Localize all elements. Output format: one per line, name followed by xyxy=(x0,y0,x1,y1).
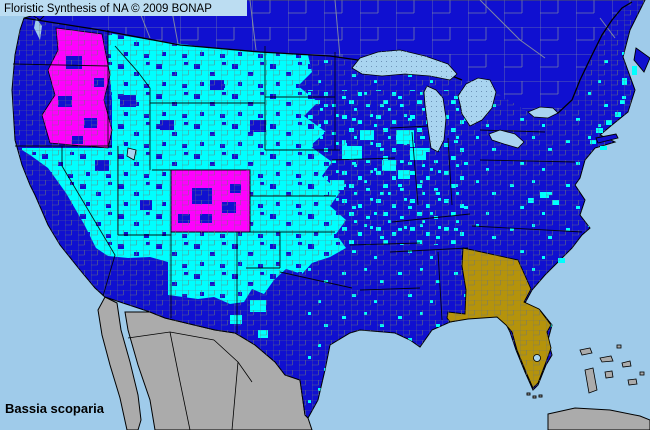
florida-key xyxy=(538,394,543,398)
title-bar-background xyxy=(0,0,247,16)
great-salt-lake xyxy=(126,147,137,161)
lake-stipple-overlay xyxy=(424,86,446,152)
county-patch xyxy=(600,146,607,150)
great-lakes xyxy=(126,49,559,362)
florida-key xyxy=(532,395,537,399)
cuba xyxy=(547,407,650,430)
florida-key xyxy=(526,392,531,396)
county-patch xyxy=(558,258,565,263)
long-island xyxy=(595,133,619,144)
island xyxy=(621,360,632,368)
species-label: Bassia scoparia xyxy=(5,401,105,416)
lake-stipple-overlay xyxy=(352,50,457,80)
island xyxy=(627,378,638,386)
title-bar: Floristic Synthesis of NA © 2009 BONAP xyxy=(0,0,247,16)
nova-scotia xyxy=(633,47,650,73)
map-title: Floristic Synthesis of NA © 2009 BONAP xyxy=(4,3,212,15)
island xyxy=(639,371,645,376)
bahamas-islands xyxy=(579,344,645,394)
baja-california xyxy=(97,296,142,430)
island xyxy=(599,355,614,363)
lake-ontario xyxy=(527,106,559,119)
canada-province-borders xyxy=(134,0,616,59)
island xyxy=(579,347,593,356)
state-borders xyxy=(12,30,583,333)
lake-stipple-overlay xyxy=(458,78,496,126)
lake-erie xyxy=(488,129,525,149)
island xyxy=(584,367,598,394)
lake-okeechobee xyxy=(533,354,541,362)
county-patch xyxy=(632,66,637,75)
mexico-state-borders xyxy=(127,331,253,430)
island xyxy=(604,370,614,379)
island xyxy=(616,344,622,349)
